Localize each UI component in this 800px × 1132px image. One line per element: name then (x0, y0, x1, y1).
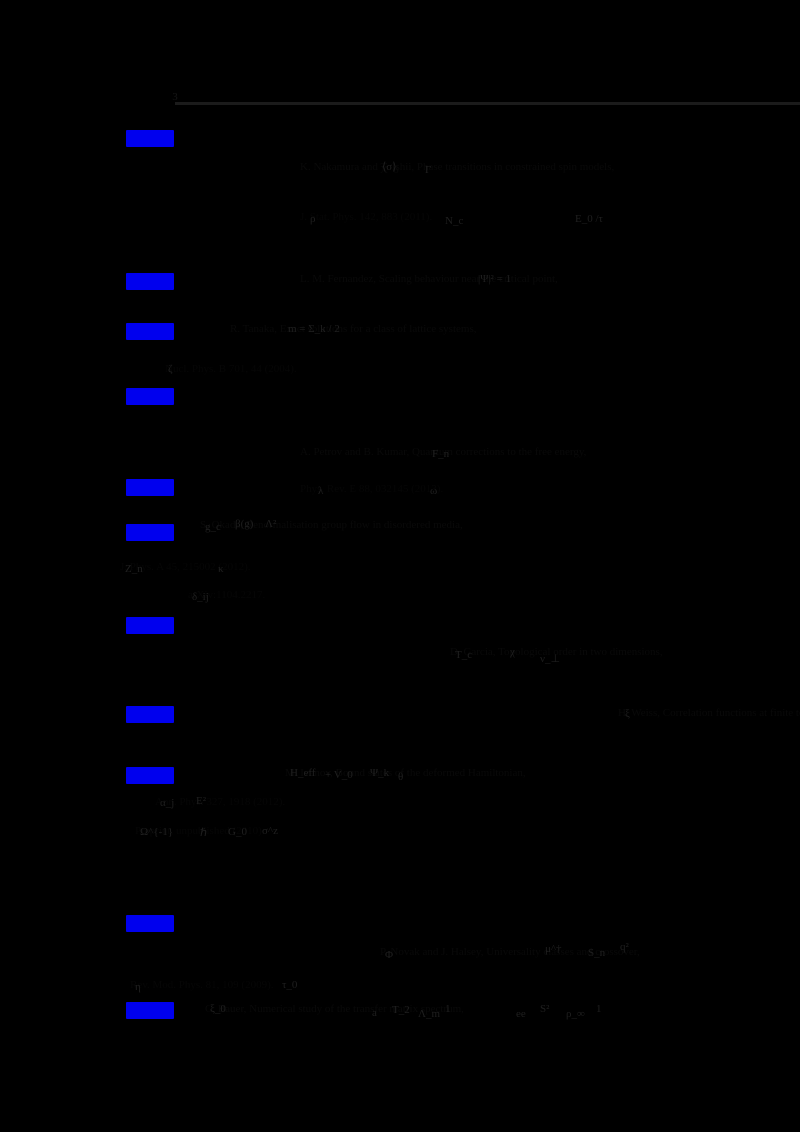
math-fragment: η (135, 981, 141, 993)
math-fragment: θ (398, 771, 404, 783)
math-fragment: 1 (596, 1003, 602, 1015)
citation-label[interactable]: [467] (126, 130, 174, 147)
reference-text: M. Ivanov, Bound states of the deformed … (285, 767, 526, 779)
math-fragment: ⟨σ⟩ (382, 161, 397, 173)
citation-label[interactable]: [470] (126, 388, 174, 405)
reference-text: Nucl. Phys. B 701, 44 (2004). (165, 363, 297, 375)
reference-text: K. Nakamura and T. Ishii, Phase transiti… (300, 161, 615, 173)
citation-label[interactable]: [476] (126, 915, 174, 932)
math-fragment: α_j (160, 797, 175, 809)
math-fragment: Λ_m (418, 1008, 441, 1020)
math-fragment: E² (196, 795, 207, 807)
reference-text: P. Novak and J. Halsey, Universality cla… (380, 946, 640, 958)
math-fragment: N_c (445, 215, 464, 227)
math-fragment: Ω^{-1} (140, 826, 174, 838)
math-fragment: λ (318, 485, 324, 497)
math-fragment: ω (430, 485, 438, 497)
citation-label[interactable]: [472] (126, 524, 174, 541)
math-fragment: a (372, 1007, 377, 1019)
math-fragment: σ^z (262, 825, 278, 837)
math-fragment: Λ² (265, 518, 277, 530)
math-fragment: Φ (385, 949, 394, 961)
math-fragment: ρ_∞ (566, 1008, 585, 1020)
math-fragment: ℏ (200, 827, 207, 839)
math-fragment: Z_n (125, 563, 143, 575)
math-fragment: E_0 /τ (575, 213, 603, 225)
math-fragment: ρ (310, 213, 316, 225)
math-fragment: |Ψ|² = 1 (478, 273, 512, 285)
header-rule (175, 102, 800, 105)
math-fragment: g_c (205, 521, 221, 533)
reference-text: arXiv:1104.2217. (188, 589, 266, 601)
math-fragment: S_n (588, 947, 606, 959)
reference-text: R. Tanaka, Exact solutions for a class o… (230, 323, 477, 335)
math-fragment: δ_ij (192, 591, 209, 603)
reference-text: D. Garcia, Topological order in two dime… (450, 646, 663, 658)
citation-label[interactable]: [469] (126, 323, 174, 340)
citation-label[interactable]: [477] (126, 1002, 174, 1019)
reference-text: Ann. Phys. 327, 1918 (2012). (155, 796, 286, 808)
math-fragment: q² (620, 941, 629, 953)
math-fragment: m = Σ_k / 2 (288, 323, 340, 335)
reference-text: H. Weiss, Correlation functions at finit… (618, 707, 800, 719)
reference-text: C. Bauer, Numerical study of the transfe… (205, 1003, 464, 1015)
math-fragment: Γ (425, 164, 432, 176)
reference-text: Phys. Rev. E 88, 032145 (2013). (300, 483, 444, 495)
reference-text: J. Stat. Phys. 142, 883 (2011). (300, 211, 433, 223)
math-fragment: H_eff (290, 767, 316, 779)
math-fragment: κ (218, 563, 224, 575)
math-fragment: F_n (432, 448, 450, 460)
reference-text: A. Petrov and B. Kumar, Quantum correcti… (300, 446, 587, 458)
math-fragment: G_0 (228, 826, 247, 838)
math-fragment: T_2 (392, 1004, 410, 1016)
math-fragment: χ (510, 646, 515, 658)
citation-label[interactable]: [475] (126, 767, 174, 784)
page-number: 3 (172, 91, 178, 103)
reference-text: S. Okada, Renormalisation group flow in … (200, 519, 463, 531)
math-fragment: 1 (445, 1003, 451, 1015)
math-fragment: ν_⊥ (540, 653, 561, 665)
reference-text: L. M. Fernandez, Scaling behaviour near … (300, 273, 558, 285)
math-fragment: ξ (625, 708, 630, 720)
math-fragment: S² (540, 1003, 550, 1015)
math-fragment: Ψ_k (370, 767, 390, 779)
math-fragment: + V_0 (325, 769, 353, 781)
reference-text: Preprint, unpublished (2010). (135, 825, 265, 837)
math-fragment: β(g) (235, 518, 254, 530)
math-fragment: ee (516, 1008, 526, 1020)
math-fragment: T_c (455, 649, 473, 661)
math-fragment: ζ (168, 363, 173, 375)
math-fragment: μ^† (545, 943, 562, 955)
citation-label[interactable]: [474] (126, 706, 174, 723)
citation-label[interactable]: [473] (126, 617, 174, 634)
reference-text: X δ (380, 164, 399, 176)
citation-label[interactable]: [468] (126, 273, 174, 290)
math-fragment: ξ_0 (210, 1003, 226, 1015)
reference-text: Rev. Mod. Phys. 81, 109 (2009). (130, 979, 274, 991)
reference-text: J. Phys. A 45, 215002 (2012). (120, 561, 251, 573)
citation-label[interactable]: [471] (126, 479, 174, 496)
math-fragment: τ_0 (282, 979, 298, 991)
